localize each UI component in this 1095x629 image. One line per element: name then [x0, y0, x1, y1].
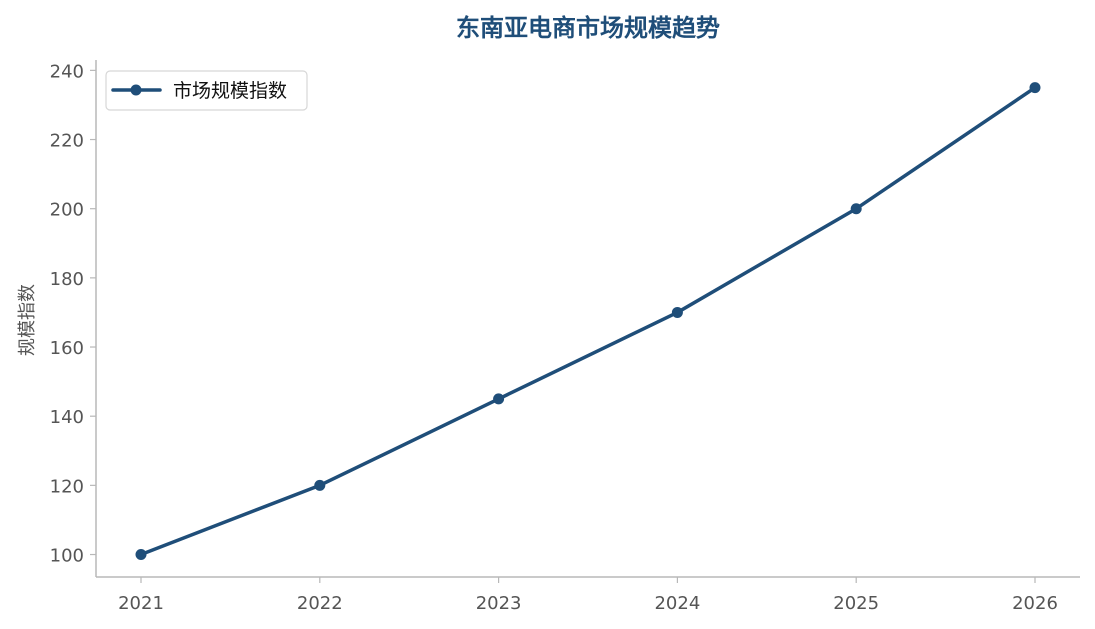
data-point-2021 [135, 549, 147, 561]
y-tick-label-220: 220 [50, 131, 84, 152]
x-tick-label-2021: 2021 [118, 593, 164, 614]
x-tick-label-2025: 2025 [833, 593, 879, 614]
y-tick-label-200: 200 [50, 200, 84, 221]
y-tick-label-160: 160 [50, 338, 84, 359]
y-tick-label-120: 120 [50, 476, 84, 497]
chart-title: 东南亚电商市场规模趋势 [456, 14, 720, 42]
legend: 市场规模指数 [105, 70, 308, 111]
y-tick-label-100: 100 [50, 546, 84, 567]
x-tick-label-2022: 2022 [297, 593, 343, 614]
series-line-0 [139, 85, 1037, 557]
axes: 100 120 140 160 180 200 220 240 2021 2022 2023 2024… [50, 60, 1080, 614]
data-point-2026 [1029, 82, 1041, 94]
legend-series-label: 市场规模指数 [173, 80, 287, 102]
data-point-2025 [850, 203, 862, 215]
y-tick-label-240: 240 [50, 61, 84, 82]
x-tick-label-2024: 2024 [654, 593, 700, 614]
x-tick-label-2023: 2023 [476, 593, 522, 614]
legend-box [105, 70, 308, 111]
legend-series-marker [130, 84, 142, 96]
x-tick-label-2026: 2026 [1012, 593, 1058, 614]
y-axis-label: 规模指数 [17, 284, 38, 356]
y-tick-label-140: 140 [50, 407, 84, 428]
data-point-2023 [493, 393, 505, 405]
y-tick-label-180: 180 [50, 269, 84, 290]
series-layer [135, 82, 1041, 561]
data-point-2024 [671, 306, 683, 318]
data-point-2022 [314, 479, 326, 491]
